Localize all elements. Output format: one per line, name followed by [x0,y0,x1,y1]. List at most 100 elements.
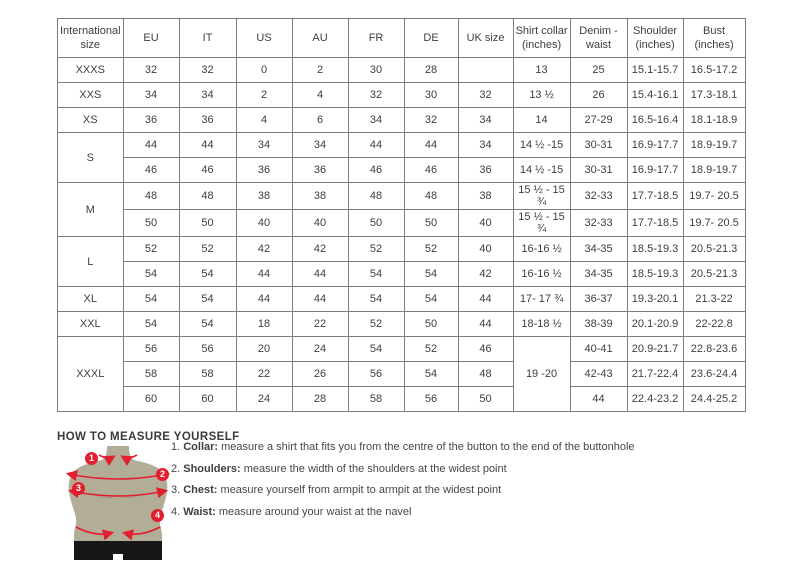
badge-1-collar: 1 [85,452,98,465]
column-header: Shirt collar (inches) [512,18,571,58]
table-cell: 27-29 [569,107,628,133]
table-cell: 36-37 [569,286,628,312]
table-cell: 40 [457,209,514,237]
table-cell: 24.4-25.2 [682,386,746,412]
table-cell: M [57,182,124,237]
table-cell: 44 [235,261,293,287]
mannequin-shorts [74,541,162,560]
table-cell: 24 [235,386,293,412]
table-row: 46 46 36 36 46 46 36 14 ½ -15 30-31 16.9-17.7 18.9… [58,157,746,183]
table-cell: 44 [347,132,405,158]
table-cell: 34 [178,82,237,108]
table-cell: 25 [569,57,628,83]
table-cell: 17- 17 ¾ [512,286,571,312]
table-cell: 58 [122,361,180,387]
table-row: XS 36 36 4 6 34 32 34 14 27-29 16.5-16.4 18.1-18.9 [57,107,746,133]
table-cell: 19.7- 20.5 [682,209,746,237]
table-cell: 34-35 [569,236,628,262]
table-cell: 2 [291,57,349,83]
table-cell: 14 ½ -15 [512,157,571,183]
table-cell: 32 [457,82,514,108]
table-cell: 34 [457,132,514,158]
badge-4-waist: 4 [151,509,164,522]
table-cell: 18-18 ½ [512,311,571,337]
table-cell: 16.9-17.7 [626,132,684,158]
table-cell: 38 [291,182,349,210]
table-row: XXXL 56 56 20 24 54 52 46 19 -20 40-41 20.9-21.7 22… [57,336,746,412]
measure-heading: HOW TO MEASURE YOURSELF [57,431,240,443]
table-cell: 42 [291,236,349,262]
table-cell: 14 ½ -15 [512,132,571,158]
table-cell: 36 [178,107,237,133]
table-cell: 6 [291,107,349,133]
table-cell: 56 [122,336,180,362]
table-row: M 48 48 38 38 48 48 38 15 ½ - 15 ¾ 32-33 17.7-18.5… [57,182,746,237]
table-cell: 54 [178,311,237,337]
table-cell: 32 [403,107,459,133]
table-cell: 60 [178,386,237,412]
table-cell: 13 [512,57,571,83]
table-cell: 54 [178,286,237,312]
table-cell: 20.9-21.7 [626,336,684,362]
table-cell: 20.5-21.3 [682,261,746,287]
table-cell: 36 [457,157,514,183]
column-header: International size [57,18,124,58]
measure-instruction: 1. Collar: measure a shirt that fits you… [171,441,635,453]
table-cell: 15 ½ - 15 ¾ [512,209,571,237]
table-cell: 42 [457,261,514,287]
column-header: IT [178,18,237,58]
table-cell: 32-33 [569,182,628,210]
measure-instruction: 2. Shoulders: measure the width of the s… [171,462,507,475]
table-cell: 40 [235,209,293,237]
size-table-body: XXXS 32 32 0 2 30 28 13 25 15.1-15.7 16.5-17.2 XXS 3… [57,57,746,412]
table-cell: 46 [403,157,459,183]
table-cell: 46 [122,157,180,183]
table-cell: 24 [291,336,349,362]
table-cell: 16.5-16.4 [626,107,684,133]
table-cell: 40 [457,236,514,262]
table-cell: 40 [291,209,349,237]
table-cell: 36 [291,157,349,183]
table-cell: 44 [291,261,349,287]
table-cell: 46 [347,157,405,183]
table-cell: 30 [347,57,405,83]
table-cell: 42-43 [569,361,628,387]
table-cell: 46 [457,336,514,362]
table-cell: 30-31 [569,157,628,183]
table-cell: 54 [178,261,237,287]
table-cell: 17.7-18.5 [626,182,684,210]
table-cell: 15 ½ - 15 ¾ [512,182,571,210]
table-cell: 26 [569,82,628,108]
table-row: XXS 34 34 2 4 32 30 32 13 ½ 26 15.4-16.1 17.3-18.1 [57,82,746,108]
table-cell: XXXS [57,57,124,83]
table-cell: 32 [347,82,405,108]
table-cell: 52 [122,236,180,262]
table-cell: 16-16 ½ [512,236,571,262]
table-cell: 52 [403,336,459,362]
size-chart-table: International size EU IT US AU FR DE UK size Shi… [57,18,746,412]
table-row: XL 54 54 44 44 54 54 44 17- 17 ¾ 36-37 19.3-20.1 21… [57,286,746,312]
table-cell: 54 [122,261,180,287]
column-header: Bust (inches) [682,18,746,58]
table-cell: 20 [235,336,293,362]
table-cell: 38 [457,182,514,210]
table-cell: 54 [347,261,405,287]
table-cell: 22.4-23.2 [626,386,684,412]
column-header: Shoulder (inches) [626,18,684,58]
table-cell: 38 [235,182,293,210]
table-cell: 17.7-18.5 [626,209,684,237]
table-cell: 17.3-18.1 [682,82,746,108]
table-cell: 16-16 ½ [512,261,571,287]
table-cell: XXL [57,311,124,337]
table-cell: 52 [347,311,405,337]
table-cell: 34 [347,107,405,133]
table-cell: 48 [347,182,405,210]
table-cell: 14 [512,107,571,133]
table-cell: 22-22.8 [682,311,746,337]
table-cell: 50 [122,209,180,237]
size-table-header-row: International size EU IT US AU FR DE UK size Shi… [57,18,746,58]
column-header: FR [347,18,405,58]
measure-instructions: 1. Collar: measure a shirt that fits you… [171,441,635,527]
table-cell: 0 [235,57,293,83]
table-cell: 36 [235,157,293,183]
